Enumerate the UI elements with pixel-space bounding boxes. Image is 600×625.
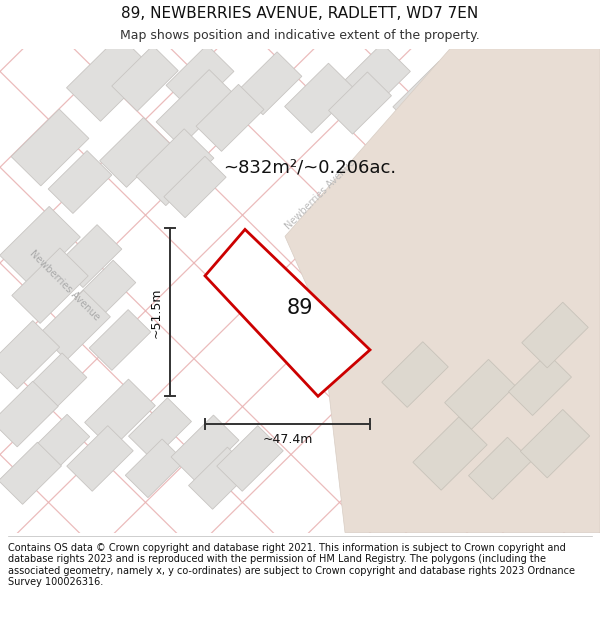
- Polygon shape: [522, 302, 588, 368]
- Polygon shape: [285, 49, 600, 532]
- Polygon shape: [520, 409, 590, 478]
- Polygon shape: [415, 44, 494, 122]
- Polygon shape: [171, 415, 239, 482]
- Polygon shape: [48, 151, 112, 214]
- Polygon shape: [12, 248, 88, 323]
- Polygon shape: [445, 359, 515, 429]
- Polygon shape: [449, 118, 530, 197]
- Polygon shape: [539, 166, 600, 228]
- Polygon shape: [498, 47, 562, 110]
- Text: Contains OS data © Crown copyright and database right 2021. This information is : Contains OS data © Crown copyright and d…: [8, 542, 575, 588]
- Polygon shape: [67, 36, 154, 121]
- Polygon shape: [509, 353, 571, 416]
- Text: Newberries Avenue: Newberries Avenue: [28, 249, 102, 322]
- Polygon shape: [136, 129, 214, 206]
- Polygon shape: [89, 309, 151, 371]
- Polygon shape: [85, 379, 155, 449]
- Polygon shape: [31, 414, 89, 473]
- Polygon shape: [340, 44, 410, 113]
- Polygon shape: [533, 215, 596, 278]
- Text: ~47.4m: ~47.4m: [262, 433, 313, 446]
- Polygon shape: [413, 417, 487, 490]
- Polygon shape: [533, 67, 597, 129]
- Polygon shape: [166, 45, 234, 112]
- Polygon shape: [0, 206, 80, 286]
- Polygon shape: [329, 72, 391, 134]
- Polygon shape: [512, 134, 578, 200]
- Text: Newberries Avenue: Newberries Avenue: [283, 158, 357, 232]
- Polygon shape: [156, 69, 234, 146]
- Polygon shape: [238, 52, 302, 115]
- Polygon shape: [382, 342, 448, 408]
- Text: ~832m²/~0.206ac.: ~832m²/~0.206ac.: [223, 158, 397, 176]
- Polygon shape: [23, 353, 87, 416]
- Polygon shape: [284, 63, 355, 133]
- Text: Map shows position and indicative extent of the property.: Map shows position and indicative extent…: [120, 29, 480, 42]
- Polygon shape: [483, 190, 557, 263]
- Polygon shape: [40, 290, 110, 360]
- Polygon shape: [128, 398, 191, 460]
- Polygon shape: [205, 229, 370, 396]
- Polygon shape: [58, 224, 122, 288]
- Text: 89: 89: [286, 298, 313, 318]
- Polygon shape: [393, 61, 467, 135]
- Text: 89, NEWBERRIES AVENUE, RADLETT, WD7 7EN: 89, NEWBERRIES AVENUE, RADLETT, WD7 7EN: [121, 6, 479, 21]
- Polygon shape: [469, 438, 532, 499]
- Polygon shape: [74, 260, 136, 321]
- Polygon shape: [0, 442, 61, 504]
- Polygon shape: [196, 84, 264, 151]
- Polygon shape: [125, 439, 185, 498]
- Polygon shape: [188, 447, 251, 509]
- Text: ~51.5m: ~51.5m: [149, 287, 163, 338]
- Polygon shape: [164, 156, 226, 218]
- Polygon shape: [455, 222, 524, 290]
- Polygon shape: [0, 381, 58, 447]
- Polygon shape: [11, 109, 89, 186]
- Polygon shape: [0, 321, 59, 389]
- Polygon shape: [217, 426, 283, 491]
- Polygon shape: [100, 118, 170, 188]
- Polygon shape: [112, 46, 178, 111]
- Polygon shape: [67, 426, 133, 491]
